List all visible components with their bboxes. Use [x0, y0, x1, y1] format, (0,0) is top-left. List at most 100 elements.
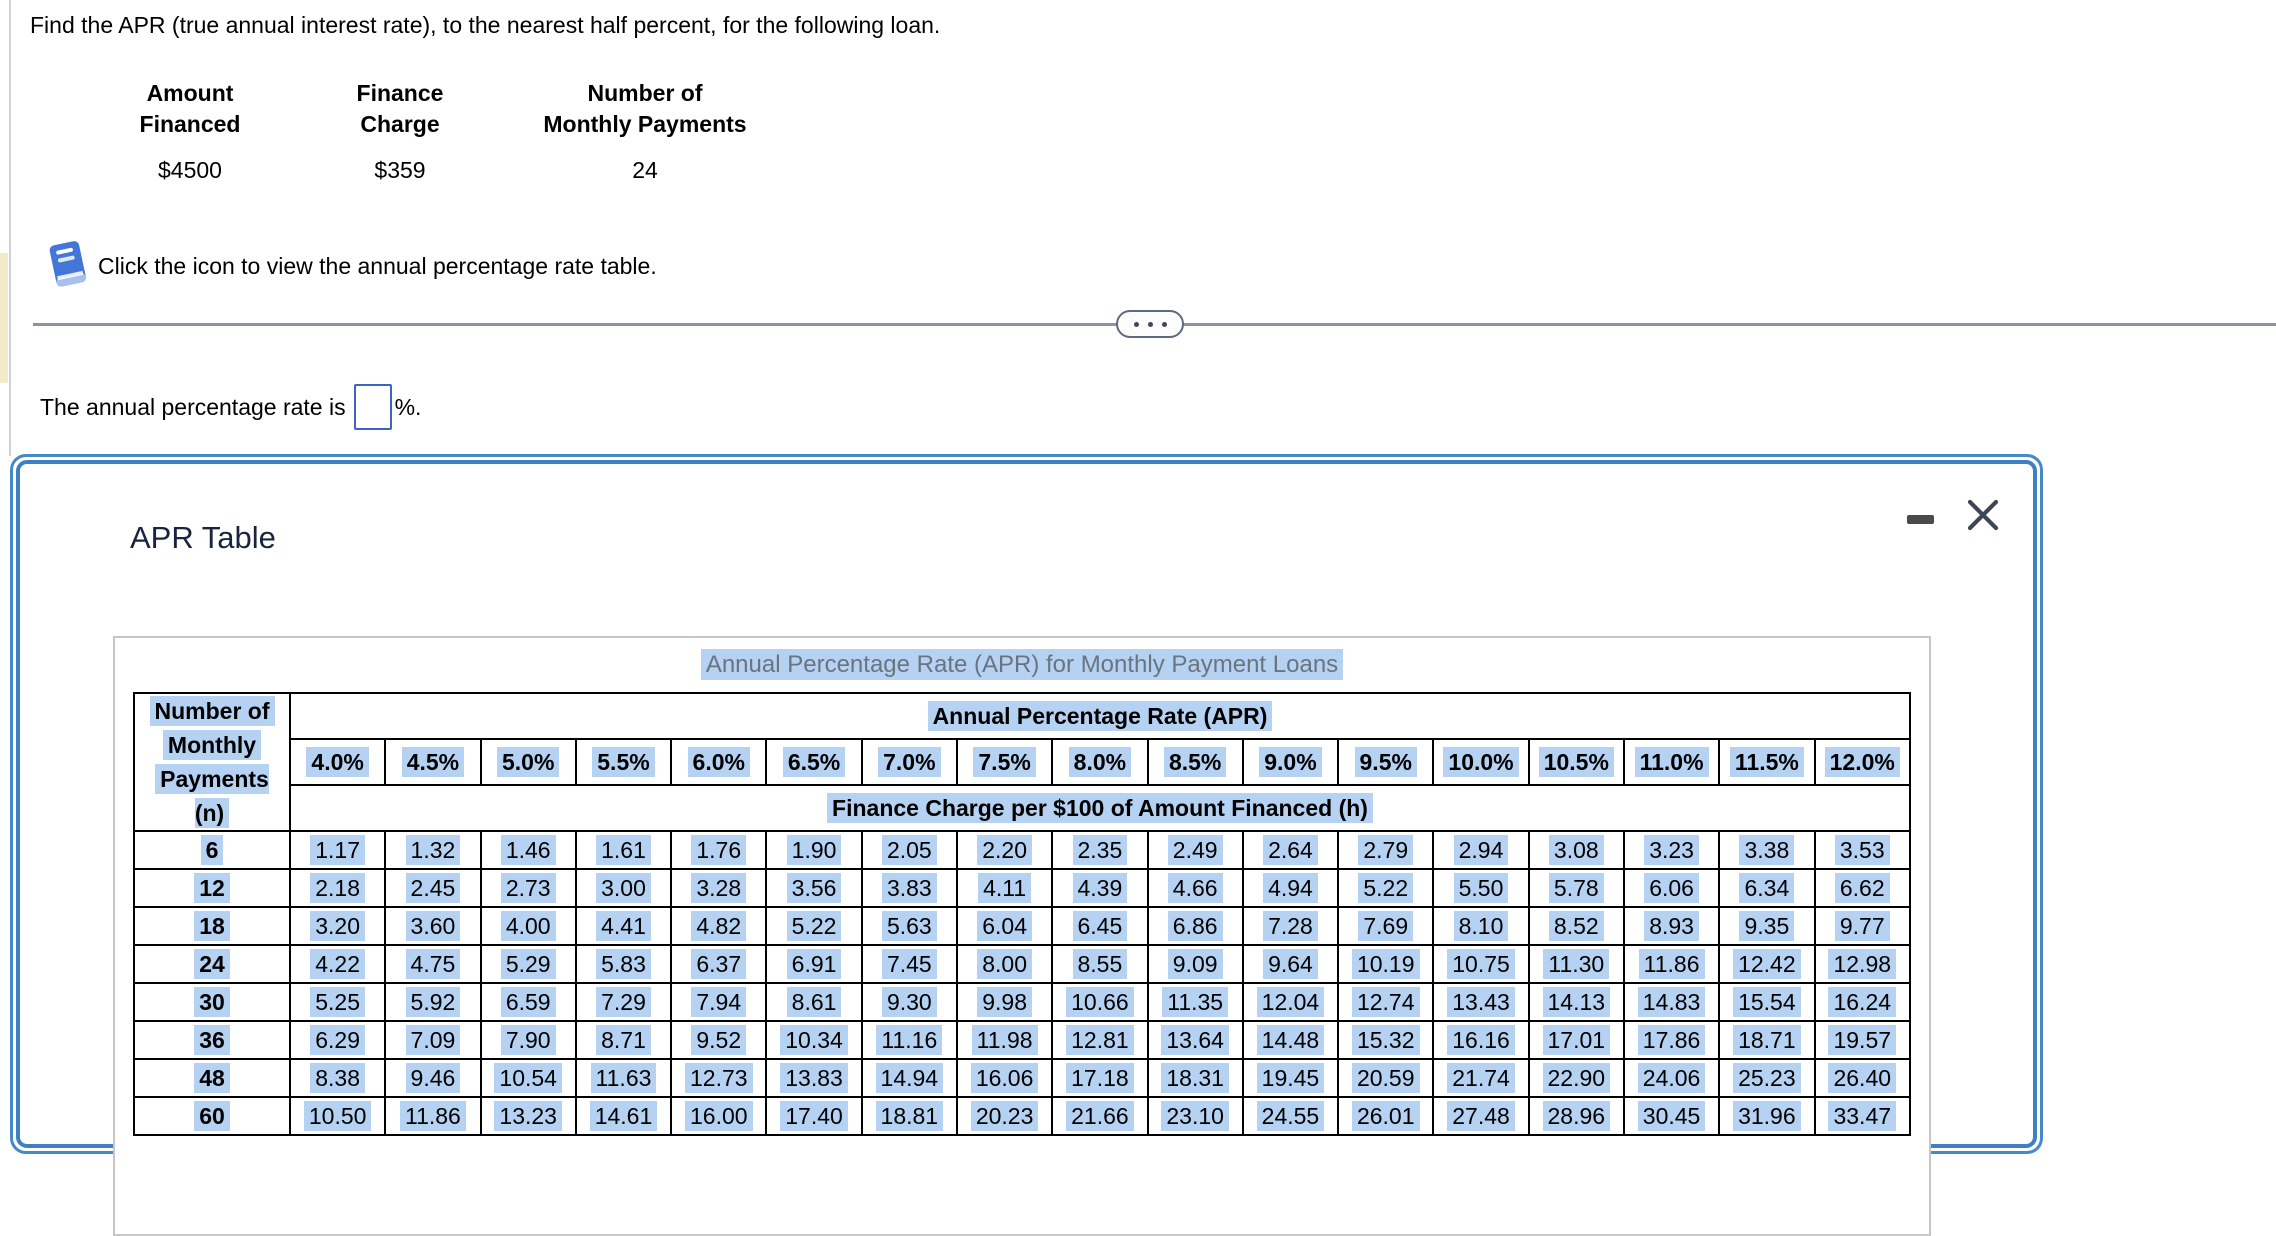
rate-header-cell: 5.0% [479, 738, 577, 786]
rate-value: 9.46 [405, 1062, 461, 1093]
rate-header-label: 5.5% [592, 746, 655, 777]
rate-value-cell: 2.05 [860, 830, 958, 870]
rate-value-cell: 4.66 [1146, 868, 1244, 908]
rate-value-cell: 3.60 [384, 906, 482, 946]
rate-value-cell: 2.49 [1146, 830, 1244, 870]
rate-header-cell: 8.5% [1146, 738, 1244, 786]
rate-value-cell: 5.83 [574, 944, 673, 984]
rate-value-cell: 3.00 [574, 868, 673, 908]
rate-header-label: 8.5% [1163, 746, 1227, 777]
rate-value-cell: 7.94 [670, 982, 768, 1022]
divider-expand-button[interactable] [1116, 310, 1184, 338]
close-button[interactable] [1959, 492, 2007, 540]
loan-column-header: Amount Financed [139, 80, 241, 137]
payments-label: 48 [194, 1062, 230, 1093]
apr-table-caption: Annual Percentage Rate (APR) for Monthly… [115, 649, 1929, 680]
question-prompt: Find the APR (true annual interest rate)… [30, 12, 941, 38]
minimize-button[interactable] [1899, 498, 1941, 540]
rate-value: 2.73 [500, 872, 556, 903]
rate-header-label: 11.0% [1634, 746, 1709, 777]
rate-value-cell: 24.06 [1622, 1058, 1721, 1098]
rate-value-cell: 16.06 [955, 1058, 1054, 1098]
rate-value-cell: 4.82 [670, 906, 768, 946]
rate-value-cell: 7.45 [860, 944, 958, 984]
rate-value-cell: 6.91 [765, 944, 863, 984]
rate-value: 9.98 [977, 986, 1032, 1017]
loan-column-monthly-payments: Number of Monthly Payments 24 [495, 78, 795, 184]
rate-value-cell: 1.90 [765, 830, 863, 870]
rate-value-cell: 2.18 [288, 868, 387, 908]
rate-value: 3.53 [1834, 834, 1890, 865]
rate-value-cell: 2.20 [955, 830, 1054, 870]
rate-value-cell: 11.86 [384, 1096, 482, 1136]
rate-value-cell: 2.45 [384, 868, 482, 908]
rate-value: 16.24 [1828, 986, 1897, 1017]
rate-value: 3.00 [596, 872, 651, 903]
rate-value-cell: 3.53 [1813, 830, 1911, 870]
rate-value: 9.09 [1167, 948, 1223, 979]
rate-value-cell: 7.69 [1337, 906, 1435, 946]
rate-value-cell: 4.39 [1051, 868, 1149, 908]
payments-label: 36 [194, 1024, 230, 1055]
rate-value-cell: 1.32 [384, 830, 482, 870]
rate-header-label: 4.0% [306, 746, 369, 777]
rate-value-cell: 8.71 [574, 1020, 673, 1060]
row-header-cell: Number of Monthly Payments (n) [133, 692, 291, 832]
rate-value: 7.90 [500, 1024, 556, 1055]
rate-value-cell: 10.66 [1051, 982, 1149, 1022]
apr-answer-input[interactable] [353, 384, 392, 430]
rate-value-cell: 16.16 [1432, 1020, 1530, 1060]
rate-value-cell: 6.37 [670, 944, 768, 984]
rate-header-cell: 10.5% [1527, 738, 1625, 786]
rate-value: 2.94 [1453, 834, 1509, 865]
loan-column-header: Finance Charge [356, 80, 444, 137]
rate-value: 5.50 [1453, 872, 1509, 903]
rate-value: 6.45 [1072, 910, 1128, 941]
rate-value: 3.28 [691, 872, 747, 903]
rate-value-cell: 3.28 [670, 868, 768, 908]
payments-label: 18 [194, 910, 230, 941]
rate-value: 8.61 [786, 986, 842, 1017]
rate-value-cell: 6.62 [1813, 868, 1911, 908]
rate-value-cell: 10.19 [1337, 944, 1435, 984]
apr-table-dialog-body: APR Table Annual Percentage Rate (APR) f… [16, 460, 2037, 1236]
rate-header-cell: 4.5% [384, 738, 482, 786]
left-border-line [9, 0, 11, 456]
rate-value: 26.40 [1828, 1062, 1897, 1093]
rate-value-cell: 2.35 [1051, 830, 1149, 870]
rate-value-cell: 2.94 [1432, 830, 1530, 870]
rate-value: 7.28 [1263, 910, 1318, 941]
rate-header-label: 6.5% [782, 746, 846, 777]
rate-value-cell: 8.61 [765, 982, 863, 1022]
rate-value: 3.60 [405, 910, 461, 941]
rate-value: 6.06 [1644, 872, 1699, 903]
rate-value: 8.71 [596, 1024, 651, 1055]
rate-value-cell: 14.83 [1622, 982, 1721, 1022]
rate-value: 6.59 [500, 986, 556, 1017]
view-apr-table-button[interactable] [44, 236, 90, 294]
rate-value: 11.16 [876, 1024, 943, 1055]
rate-header-cell: 9.5% [1337, 738, 1435, 786]
rate-value: 8.38 [310, 1062, 366, 1093]
apr-table-row: 36 6.29 7.09 7.90 8.71 9.52 10.34 11.16 11.98 12.… [133, 1020, 1911, 1060]
rate-header-label: 9.5% [1354, 746, 1417, 777]
rate-value: 4.94 [1263, 872, 1318, 903]
rate-value: 11.86 [1638, 948, 1705, 979]
rate-value-cell: 11.63 [574, 1058, 673, 1098]
loan-column-header: Number of Monthly Payments [543, 80, 747, 137]
rate-value-cell: 12.74 [1337, 982, 1435, 1022]
apr-table-container: Annual Percentage Rate (APR) for Monthly… [113, 636, 1931, 1236]
rate-value-cell: 16.00 [670, 1096, 768, 1136]
rate-value-cell: 8.52 [1527, 906, 1625, 946]
rate-value-cell: 4.75 [384, 944, 482, 984]
rate-value: 12.73 [684, 1062, 753, 1093]
rate-value-cell: 10.50 [288, 1096, 387, 1136]
rate-value-cell: 13.23 [479, 1096, 577, 1136]
rate-value-cell: 33.47 [1813, 1096, 1911, 1136]
rate-value-cell: 12.81 [1051, 1020, 1149, 1060]
loan-payments-value: 24 [632, 157, 658, 183]
rate-value-cell: 15.54 [1718, 982, 1816, 1022]
rate-value: 21.74 [1447, 1062, 1515, 1093]
loan-column-amount-financed: Amount Financed $4500 [100, 78, 280, 184]
